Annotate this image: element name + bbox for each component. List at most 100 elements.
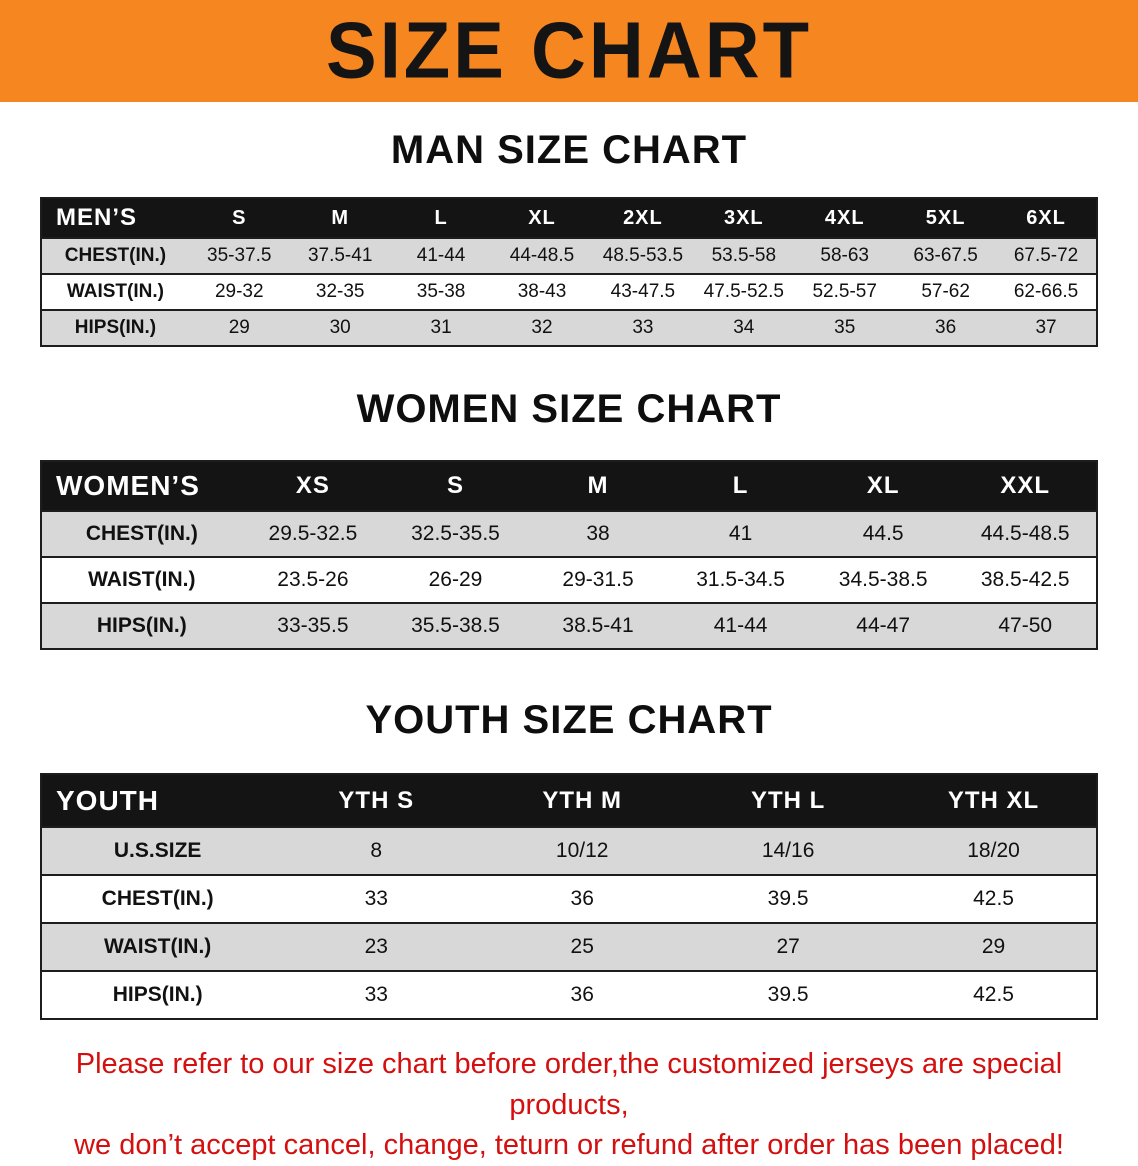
size-value: 10/12: [555, 839, 609, 862]
table-title: YOUTH: [41, 774, 274, 827]
charts-container: MAN SIZE CHART MEN’S S M L XL 2XL 3XL 4XL 5XL 6XL C…: [0, 128, 1138, 1020]
column-header: 3XL: [693, 198, 795, 238]
measurement-row: HIPS(IN.) 33-35.5 35.5-38.5 38.5-41 41-44 44-…: [41, 603, 1097, 649]
header-row: YOUTH YTH S YTH M YTH L YTH XL: [41, 774, 1097, 827]
size-value: 23: [364, 935, 388, 958]
size-value: 42.5: [973, 887, 1014, 910]
column-header: YTH S: [273, 774, 480, 827]
youth-table: YOUTH YTH S YTH M YTH L YTH XL U.S.SIZE 8 10/12…: [40, 773, 1098, 1020]
size-value: 43-47.5: [610, 281, 676, 302]
size-value: 23.5-26: [277, 568, 349, 591]
size-value: 27: [776, 935, 800, 958]
measurement-row: CHEST(IN.) 35-37.5 37.5-41 41-44 44-48.5 48.5…: [41, 238, 1097, 274]
row-label: CHEST(IN.): [85, 522, 198, 545]
size-value: 29: [228, 317, 250, 338]
row-label: WAIST(IN.): [66, 281, 164, 302]
size-value: 67.5-72: [1013, 245, 1079, 266]
size-value: 44.5: [862, 522, 904, 545]
row-label: CHEST(IN.): [101, 887, 214, 910]
womens-heading: WOMEN SIZE CHART: [356, 387, 782, 431]
measurement-row: CHEST(IN.) 29.5-32.5 32.5-35.5 38 41 44.5 44.5…: [41, 511, 1097, 557]
size-value: 58-63: [820, 245, 870, 266]
notice: Please refer to our size chart before or…: [0, 1044, 1138, 1166]
size-value: 52.5-57: [812, 281, 877, 302]
header-row: MEN’S S M L XL 2XL 3XL 4XL 5XL 6XL: [41, 198, 1097, 238]
size-value: 44-48.5: [509, 245, 575, 266]
size-value: 36: [570, 983, 594, 1006]
row-label: HIPS(IN.): [74, 317, 157, 338]
size-value: 29-31.5: [562, 568, 634, 591]
row-label: WAIST(IN.): [103, 935, 212, 958]
size-value: 63-67.5: [913, 245, 978, 266]
size-value: 29-32: [214, 281, 264, 302]
size-value: 41-44: [713, 614, 768, 637]
row-label: HIPS(IN.): [112, 983, 203, 1006]
measurement-row: HIPS(IN.) 29 30 31 32 33 34 35 36 37: [41, 310, 1097, 346]
size-value: 35: [834, 317, 856, 338]
header-row: WOMEN’S XS S M L XL XXL: [41, 461, 1097, 511]
mens-table: MEN’S S M L XL 2XL 3XL 4XL 5XL 6XL CHEST(IN.) 35-37…: [40, 197, 1098, 347]
measurement-row: HIPS(IN.) 33 36 39.5 42.5: [41, 971, 1097, 1019]
size-value: 33: [632, 317, 654, 338]
size-value: 42.5: [973, 983, 1014, 1006]
size-value: 62-66.5: [1013, 281, 1079, 302]
youth-heading: YOUTH SIZE CHART: [365, 698, 773, 742]
column-header: L: [669, 461, 812, 511]
column-header: 4XL: [794, 198, 896, 238]
size-value: 33: [364, 887, 388, 910]
measurement-row: WAIST(IN.) 23.5-26 26-29 29-31.5 31.5-34.5 34…: [41, 557, 1097, 603]
banner: SIZE CHART: [0, 0, 1138, 102]
size-value: 31: [430, 317, 452, 338]
column-header: YTH XL: [891, 774, 1097, 827]
notice-line-2: we don’t accept cancel, change, teturn o…: [74, 1129, 1064, 1162]
column-header: S: [384, 461, 527, 511]
size-value: 41: [728, 522, 753, 545]
size-value: 14/16: [761, 839, 815, 862]
size-value: 34.5-38.5: [838, 568, 928, 591]
size-value: 34: [733, 317, 755, 338]
column-header: M: [289, 198, 391, 238]
youth-section: YOUTH SIZE CHART YOUTH YTH S YTH M YTH L YTH …: [0, 698, 1138, 1020]
row-label: WAIST(IN.): [88, 568, 196, 591]
size-value: 37.5-41: [307, 245, 373, 266]
mens-section: MAN SIZE CHART MEN’S S M L XL 2XL 3XL 4XL 5XL 6XL C…: [0, 128, 1138, 347]
size-value: 18/20: [967, 839, 1020, 862]
measurement-row: U.S.SIZE 8 10/12 14/16 18/20: [41, 827, 1097, 875]
notice-line-1: Please refer to our size chart before or…: [75, 1048, 1063, 1121]
size-value: 8: [370, 839, 383, 862]
size-value: 44-47: [856, 614, 911, 637]
column-header: L: [390, 198, 492, 238]
size-value: 38-43: [517, 281, 567, 302]
mens-heading: MAN SIZE CHART: [390, 128, 748, 172]
column-header: XL: [811, 461, 955, 511]
size-value: 37: [1035, 317, 1057, 338]
size-value: 38.5-42.5: [980, 568, 1070, 591]
size-value: 33: [364, 983, 388, 1006]
page-title: SIZE CHART: [326, 5, 812, 96]
measurement-row: CHEST(IN.) 33 36 39.5 42.5: [41, 875, 1097, 923]
size-value: 26-29: [428, 568, 483, 591]
column-header: XS: [241, 461, 385, 511]
row-label: CHEST(IN.): [64, 245, 167, 266]
size-value: 36: [570, 887, 594, 910]
size-value: 35.5-38.5: [411, 614, 500, 637]
size-value: 32.5-35.5: [411, 522, 500, 545]
row-label: U.S.SIZE: [113, 839, 202, 862]
row-label: HIPS(IN.): [96, 614, 187, 637]
size-value: 31.5-34.5: [696, 568, 785, 591]
column-header: YTH L: [685, 774, 892, 827]
measurement-row: WAIST(IN.) 23 25 27 29: [41, 923, 1097, 971]
size-value: 30: [329, 317, 351, 338]
column-header: XL: [491, 198, 593, 238]
measurement-row: WAIST(IN.) 29-32 32-35 35-38 38-43 43-47.5 47.…: [41, 274, 1097, 310]
womens-section: WOMEN SIZE CHART WOMEN’S XS S M L XL XXL CHEST(I…: [0, 387, 1138, 650]
size-value: 29: [981, 935, 1006, 958]
table-title: WOMEN’S: [41, 461, 242, 511]
womens-table: WOMEN’S XS S M L XL XXL CHEST(IN.) 29.5-32.5 32.5…: [40, 460, 1098, 650]
size-value: 29.5-32.5: [268, 522, 358, 545]
column-header: XXL: [954, 461, 1097, 511]
size-value: 41-44: [416, 245, 466, 266]
column-header: S: [188, 198, 290, 238]
size-value: 53.5-58: [711, 245, 777, 266]
